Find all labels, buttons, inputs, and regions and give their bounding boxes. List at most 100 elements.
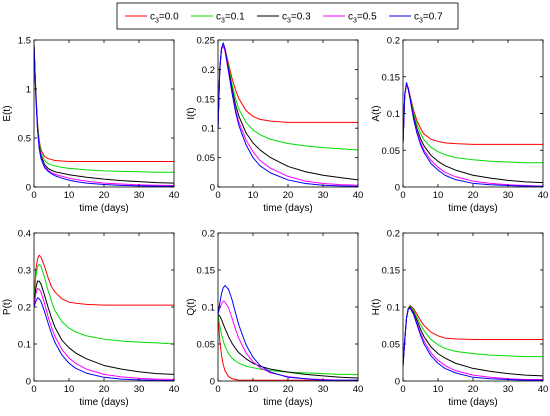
plot-area [218, 233, 358, 381]
x-tick-label: 0 [400, 190, 405, 201]
x-axis-label: time (days) [263, 397, 312, 408]
y-tick-label: 0 [395, 377, 400, 388]
x-axis-label: time (days) [263, 203, 312, 214]
y-tick-label: 1.5 [18, 36, 31, 47]
x-tick-label: 40 [538, 190, 549, 201]
y-tick-label: 0 [26, 183, 31, 194]
x-axis-label: time (days) [448, 397, 497, 408]
x-tick-label: 20 [468, 190, 479, 201]
x-tick-label: 10 [433, 190, 444, 201]
legend-label-base: c [414, 12, 419, 23]
y-tick-label: 0.2 [202, 229, 215, 240]
series-group [403, 82, 543, 187]
x-tick-label: 20 [99, 190, 110, 201]
x-tick-label: 40 [169, 190, 180, 201]
legend-label-subscript: 3 [419, 18, 423, 25]
x-tick-label: 30 [318, 190, 329, 201]
subplot: 0 10 20 30 40 0 0.1 0.2 0.3 0.4 time (days) P(t) [2, 229, 179, 409]
x-tick-label: 20 [468, 384, 479, 395]
y-tick-label: 0.15 [382, 266, 401, 277]
y-tick-label: 0.15 [382, 72, 401, 83]
y-tick-label: 0.1 [18, 340, 31, 351]
legend-label: c3=0.0 [150, 12, 179, 25]
subplots: 0 10 20 30 40 0 0.5 1 1.5 time (days) E(t) 0 10 20 30 4… [2, 36, 548, 409]
y-tick-label: 0.05 [197, 153, 216, 164]
x-tick-label: 10 [64, 190, 75, 201]
subplot: 0 10 20 30 40 0 0.05 0.1 0.15 0.2 time (days) Q(t) [186, 229, 363, 409]
x-tick-label: 30 [503, 190, 514, 201]
legend-label-base: c [216, 12, 221, 23]
y-tick-label: 0.15 [197, 266, 216, 277]
y-tick-label: 0.2 [18, 303, 31, 314]
x-tick-label: 10 [248, 384, 259, 395]
series-line [34, 288, 174, 381]
legend-label-base: c [282, 12, 287, 23]
subplot: 0 10 20 30 40 0 0.5 1 1.5 time (days) E(t) [2, 36, 179, 215]
x-tick-label: 0 [215, 384, 220, 395]
subplot: 0 10 20 30 40 0 0.05 0.1 0.15 0.2 0.25 time (days) I… [186, 36, 363, 215]
x-axis-label: time (days) [448, 203, 497, 214]
x-tick-label: 30 [503, 384, 514, 395]
plot-area [218, 40, 358, 187]
x-tick-label: 20 [283, 384, 294, 395]
y-tick-label: 0.1 [202, 124, 215, 135]
x-tick-label: 0 [215, 190, 220, 201]
plot-area [403, 40, 543, 187]
series-line [218, 42, 358, 187]
legend-label: c3=0.3 [282, 12, 311, 25]
y-axis-label: I(t) [186, 107, 197, 119]
y-tick-label: 0 [210, 183, 215, 194]
series-line [34, 280, 174, 375]
plot-area [34, 40, 174, 187]
y-tick-label: 0.4 [18, 229, 31, 240]
series-line [34, 263, 174, 345]
y-tick-label: 0 [210, 377, 215, 388]
y-tick-label: 0 [395, 183, 400, 194]
y-axis-label: P(t) [2, 299, 13, 315]
legend-label-value: =0.3 [291, 12, 311, 23]
series-group [218, 285, 358, 381]
x-tick-label: 40 [169, 384, 180, 395]
y-tick-label: 0.1 [202, 303, 215, 314]
y-tick-label: 0.3 [18, 266, 31, 277]
y-tick-label: 0.2 [387, 36, 400, 47]
series-line [218, 285, 358, 381]
series-group [34, 254, 174, 381]
series-line [218, 314, 358, 379]
x-axis-label: time (days) [79, 203, 128, 214]
y-tick-label: 0.1 [387, 109, 400, 120]
legend-label: c3=0.7 [414, 12, 443, 25]
legend-label-value: =0.0 [159, 12, 179, 23]
y-tick-label: 0.1 [387, 303, 400, 314]
series-line [403, 307, 543, 381]
x-tick-label: 0 [31, 190, 36, 201]
series-group [34, 44, 174, 187]
plot-area [403, 233, 543, 381]
y-tick-label: 0.05 [197, 340, 216, 351]
series-line [34, 254, 174, 308]
y-tick-label: 0.2 [202, 65, 215, 76]
legend-label-value: =0.1 [225, 12, 245, 23]
x-tick-label: 10 [248, 190, 259, 201]
y-axis-label: E(t) [2, 105, 13, 121]
y-axis-label: H(t) [371, 299, 382, 316]
y-axis-label: A(t) [371, 105, 382, 121]
x-tick-label: 20 [99, 384, 110, 395]
y-tick-label: 0.2 [387, 229, 400, 240]
y-tick-label: 0.15 [197, 94, 216, 105]
legend-label-subscript: 3 [155, 18, 159, 25]
y-tick-label: 0.5 [18, 134, 31, 145]
legend-label-value: =0.7 [423, 12, 443, 23]
subplot: 0 10 20 30 40 0 0.05 0.1 0.15 0.2 time (days) A(t) [371, 36, 548, 215]
x-axis-label: time (days) [79, 397, 128, 408]
x-tick-label: 0 [400, 384, 405, 395]
legend-label-base: c [348, 12, 353, 23]
series-line [218, 45, 358, 186]
series-line [34, 44, 174, 187]
series-line [34, 297, 174, 381]
x-tick-label: 20 [283, 190, 294, 201]
legend-label-subscript: 3 [353, 18, 357, 25]
legend-label: c3=0.5 [348, 12, 377, 25]
legend-label-base: c [150, 12, 155, 23]
x-tick-label: 30 [318, 384, 329, 395]
